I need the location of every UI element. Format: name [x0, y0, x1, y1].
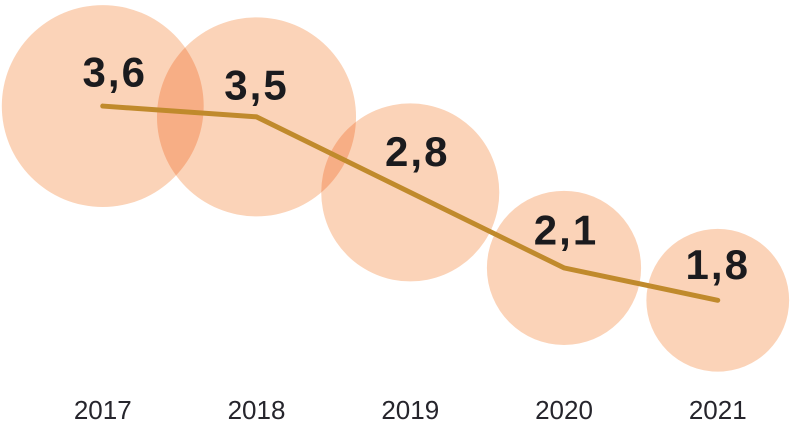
value-label-2018: 3,5 [224, 61, 288, 108]
value-label-2017: 3,6 [83, 49, 147, 96]
value-label-2021: 1,8 [686, 241, 750, 288]
year-label-2017: 2017 [74, 395, 132, 425]
year-label-2021: 2021 [689, 395, 747, 425]
year-label-2020: 2020 [535, 395, 593, 425]
year-label-2019: 2019 [381, 395, 439, 425]
value-label-2020: 2,1 [534, 206, 598, 253]
trend-line [100, 103, 721, 303]
value-label-2019: 2,8 [385, 128, 449, 175]
year-label-2018: 2018 [228, 395, 286, 425]
